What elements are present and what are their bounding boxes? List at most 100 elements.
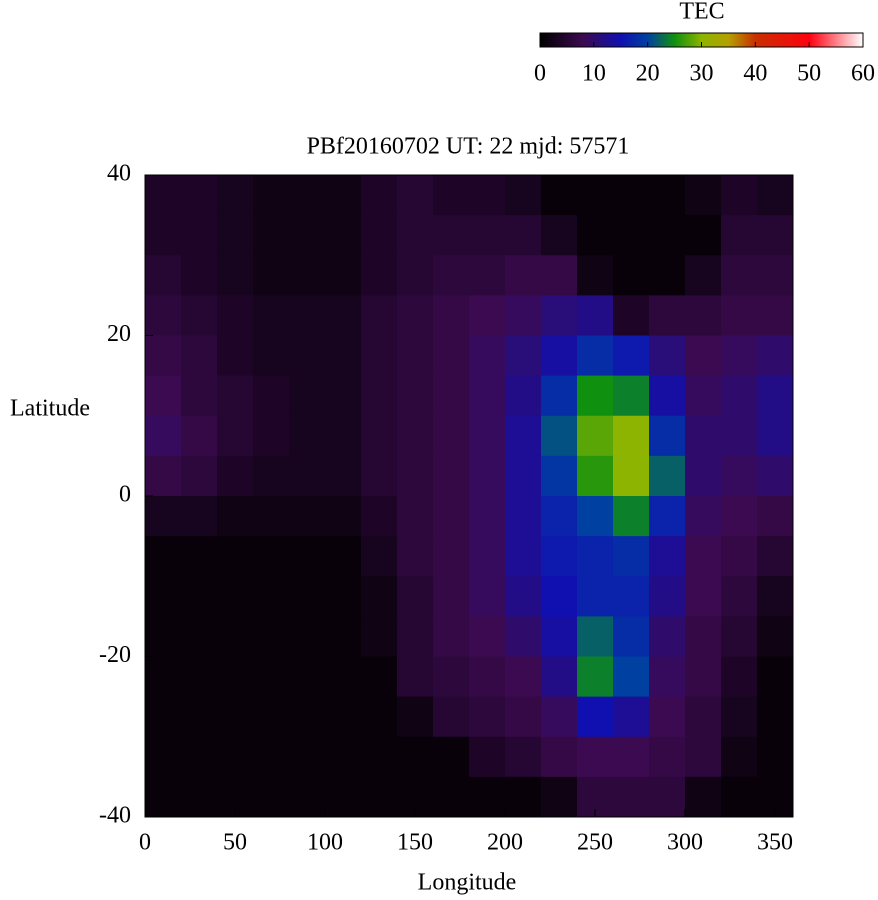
heatmap-cell <box>577 616 614 657</box>
heatmap-cell <box>145 175 182 216</box>
heatmap-cell <box>649 696 686 738</box>
heatmap-cell <box>469 175 506 216</box>
heatmap-cell <box>217 375 254 417</box>
heatmap-cell <box>613 496 650 537</box>
x-tick-label: 300 <box>667 830 703 856</box>
heatmap-cell <box>289 455 326 497</box>
heatmap-cell <box>469 335 506 377</box>
heatmap-cell <box>757 215 794 256</box>
heatmap-cell <box>289 295 326 336</box>
heatmap-cell <box>289 536 326 577</box>
heatmap-cell <box>361 375 398 417</box>
heatmap-cell <box>361 415 398 457</box>
heatmap-cell <box>685 776 722 818</box>
heatmap-cell <box>433 496 470 537</box>
heatmap-cell <box>253 335 290 377</box>
heatmap-cell <box>469 215 506 256</box>
heatmap-cell <box>649 255 686 296</box>
heatmap-cell <box>613 335 650 377</box>
heatmap-cell <box>505 255 542 296</box>
heatmap-cell <box>721 776 758 818</box>
heatmap-cell <box>217 335 254 377</box>
heatmap-cell <box>469 536 506 577</box>
heatmap-cell <box>757 455 794 497</box>
heatmap-cell <box>721 696 758 738</box>
heatmap-cell <box>649 175 686 216</box>
heatmap-cell <box>505 536 542 577</box>
heatmap-cell <box>253 776 290 818</box>
heatmap-cell <box>721 295 758 336</box>
heatmap-cell <box>757 415 794 457</box>
heatmap-cell <box>649 536 686 577</box>
heatmap-cell <box>253 496 290 537</box>
heatmap-cell <box>217 295 254 336</box>
heatmap-cell <box>541 295 578 336</box>
heatmap-cell <box>721 215 758 256</box>
heatmap-cell <box>181 736 218 778</box>
heatmap-cell <box>397 696 434 738</box>
heatmap-cell <box>685 255 722 296</box>
heatmap-cell <box>541 616 578 657</box>
heatmap-cell <box>577 656 614 698</box>
heatmap-cell <box>253 415 290 457</box>
heatmap-cell <box>505 496 542 537</box>
heatmap-cell <box>757 536 794 577</box>
heatmap-cell <box>217 736 254 778</box>
heatmap-cell <box>253 736 290 778</box>
heatmap-cell <box>433 455 470 497</box>
y-tick-label: -40 <box>99 803 131 829</box>
heatmap-cell <box>613 576 650 617</box>
heatmap-cell <box>361 536 398 577</box>
heatmap-cell <box>325 736 362 778</box>
heatmap-cell <box>685 375 722 417</box>
heatmap-cell <box>361 255 398 296</box>
heatmap-cell <box>433 215 470 256</box>
heatmap-cell <box>577 536 614 577</box>
heatmap-cell <box>361 616 398 657</box>
heatmap-cell <box>505 736 542 778</box>
heatmap-cell <box>253 696 290 738</box>
heatmap-cell <box>541 496 578 537</box>
heatmap-cell <box>397 415 434 457</box>
heatmap-cell <box>325 295 362 336</box>
heatmap-cell <box>433 616 470 657</box>
heatmap-cell <box>289 375 326 417</box>
heatmap-cell <box>145 496 182 537</box>
x-tick-label: 100 <box>307 830 343 856</box>
y-tick-label: -20 <box>99 642 131 668</box>
heatmap-cell <box>181 215 218 256</box>
heatmap-cell <box>181 335 218 377</box>
heatmap-cell <box>289 656 326 698</box>
heatmap-cell <box>757 696 794 738</box>
heatmap-cell <box>721 375 758 417</box>
heatmap-cell <box>217 255 254 296</box>
heatmap-cell <box>397 576 434 617</box>
heatmap-cell <box>505 616 542 657</box>
heatmap-cell <box>325 375 362 417</box>
heatmap-cell <box>181 656 218 698</box>
x-tick-label: 50 <box>223 830 247 856</box>
heatmap-cell <box>649 656 686 698</box>
y-tick-label: 20 <box>107 321 131 347</box>
heatmap-cell <box>289 616 326 657</box>
heatmap-cell <box>613 696 650 738</box>
heatmap-cell <box>253 455 290 497</box>
heatmap-cell <box>289 736 326 778</box>
heatmap-cell <box>685 415 722 457</box>
colorbar-tick-label: 0 <box>534 61 546 87</box>
heatmap-cell <box>397 616 434 657</box>
heatmap-cell <box>505 215 542 256</box>
heatmap-cell <box>361 736 398 778</box>
heatmap-cell <box>145 656 182 698</box>
colorbar-tick-label: 30 <box>690 61 714 87</box>
heatmap-cell <box>685 616 722 657</box>
heatmap-cell <box>253 616 290 657</box>
heatmap-cell <box>253 175 290 216</box>
heatmap-cell <box>145 776 182 818</box>
heatmap-cell <box>469 415 506 457</box>
heatmap-cell <box>361 215 398 256</box>
heatmap-cell <box>217 175 254 216</box>
colorbar-tick-label: 20 <box>636 61 660 87</box>
heatmap-cell <box>145 616 182 657</box>
heatmap-cell <box>649 576 686 617</box>
